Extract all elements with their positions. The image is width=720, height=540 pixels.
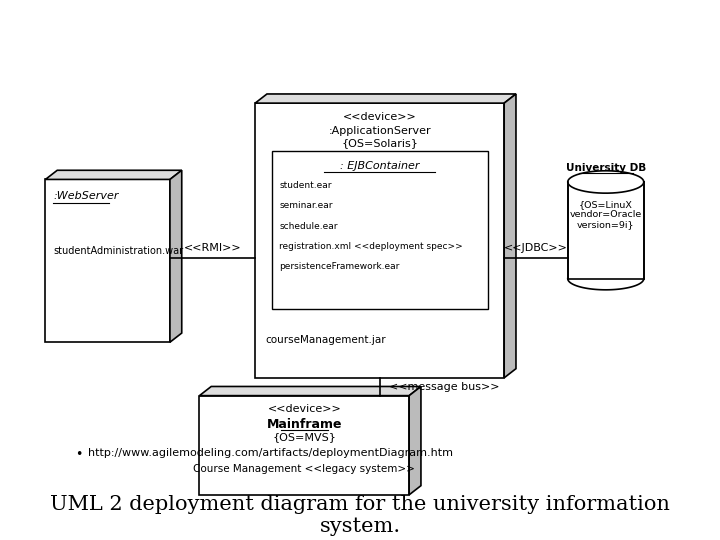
Polygon shape [504, 94, 516, 378]
Text: {OS=MVS}: {OS=MVS} [272, 432, 336, 442]
Text: Mainframe: Mainframe [266, 417, 342, 430]
Text: persistenceFramework.ear: persistenceFramework.ear [279, 262, 400, 272]
Polygon shape [45, 170, 181, 179]
Polygon shape [255, 94, 516, 103]
Text: <<device>>: <<device>> [267, 404, 341, 414]
Text: :WebServer: :WebServer [53, 191, 119, 201]
Text: http://www.agilemodeling.com/artifacts/deploymentDiagram.htm: http://www.agilemodeling.com/artifacts/d… [88, 448, 453, 458]
Text: courseManagement.jar: courseManagement.jar [265, 335, 386, 345]
Text: :ApplicationServer: :ApplicationServer [328, 126, 431, 136]
Text: student.ear: student.ear [279, 181, 332, 190]
Text: studentAdministration.war: studentAdministration.war [53, 246, 184, 255]
Text: UML 2 deployment diagram for the university information
system.: UML 2 deployment diagram for the univers… [50, 495, 670, 536]
Text: <<message bus>>: <<message bus>> [390, 382, 500, 392]
Polygon shape [271, 151, 487, 309]
Text: •: • [75, 448, 82, 461]
Text: {OS=Solaris}: {OS=Solaris} [341, 138, 418, 148]
Text: schedule.ear: schedule.ear [279, 221, 338, 231]
Polygon shape [45, 179, 170, 342]
Text: <<device>>: <<device>> [343, 112, 417, 122]
Text: <<JDBC>>: <<JDBC>> [504, 243, 568, 253]
Text: <<RMI>>: <<RMI>> [184, 243, 241, 253]
Polygon shape [409, 387, 421, 495]
Polygon shape [568, 171, 644, 193]
Polygon shape [255, 103, 504, 378]
Polygon shape [170, 170, 181, 342]
Polygon shape [568, 182, 644, 279]
Text: University DB: University DB [566, 163, 646, 173]
Text: Course Management <<legacy system>>: Course Management <<legacy system>> [194, 464, 415, 474]
Text: seminar.ear: seminar.ear [279, 201, 333, 210]
Polygon shape [199, 387, 421, 396]
Polygon shape [199, 396, 409, 495]
Text: registration.xml <<deployment spec>>: registration.xml <<deployment spec>> [279, 242, 463, 251]
Text: {OS=LinuX
vendor=Oracle
version=9i}: {OS=LinuX vendor=Oracle version=9i} [570, 200, 642, 230]
Text: : EJBContainer: : EJBContainer [340, 160, 420, 171]
